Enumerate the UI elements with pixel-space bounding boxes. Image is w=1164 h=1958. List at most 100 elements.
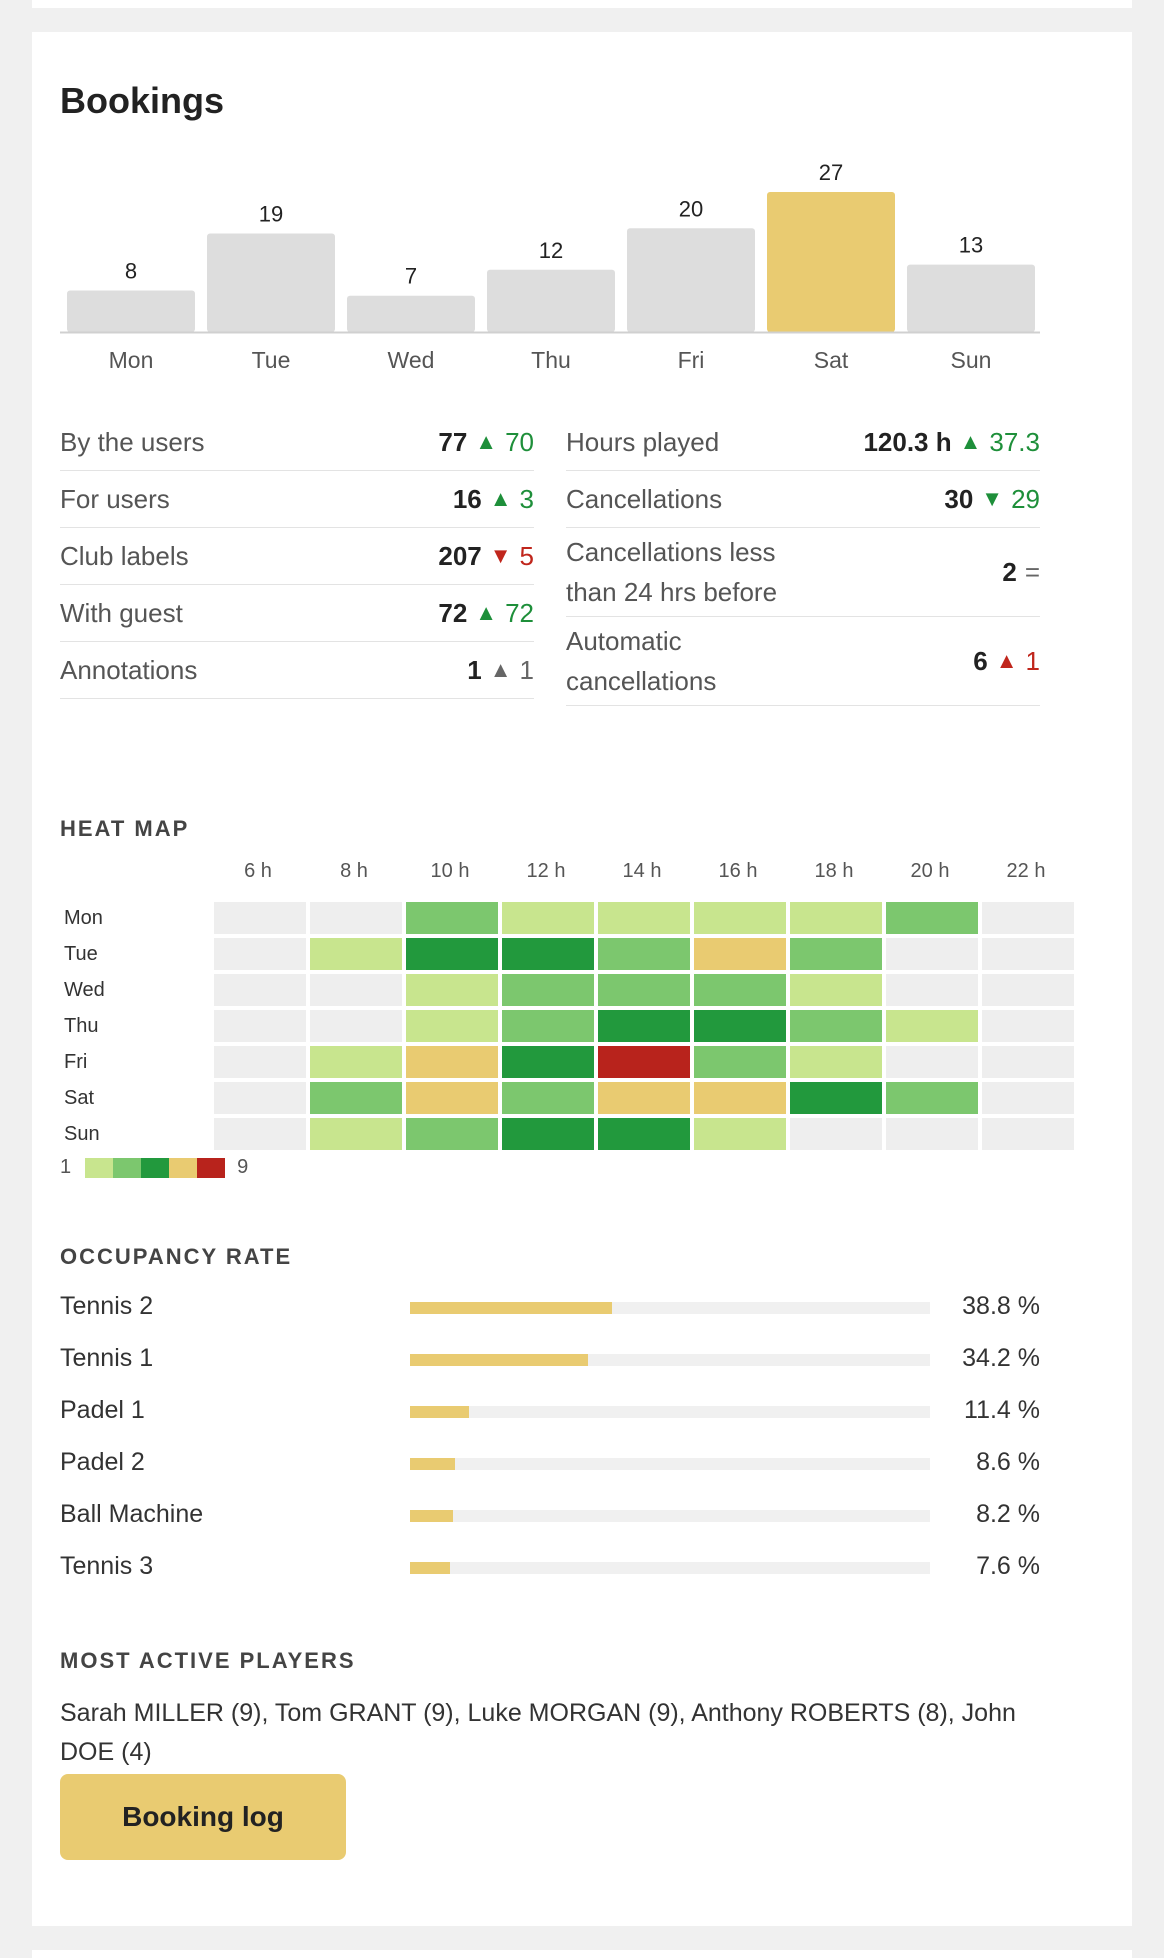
- heatmap-cell: [214, 974, 306, 1006]
- heatmap-cell: [214, 902, 306, 934]
- heatmap-day-label: Tue: [64, 942, 98, 965]
- heatmap-cell: [790, 938, 882, 970]
- legend-swatch: [169, 1157, 198, 1178]
- heatmap-cell: [310, 1046, 402, 1078]
- heatmap-cell: [502, 974, 594, 1006]
- heatmap-cell: [886, 938, 978, 970]
- stat-label: Hours played: [566, 427, 720, 457]
- bar-category-label: Sat: [814, 347, 849, 373]
- stat-value-group: 1 ▲ 1: [467, 655, 534, 686]
- stat-label: Cancellations less than 24 hrs before: [566, 537, 778, 607]
- occupancy-bar-fill: [410, 1562, 450, 1574]
- heatmap-cell: [502, 1010, 594, 1042]
- booking-log-button[interactable]: Booking log: [60, 1774, 346, 1860]
- stat-value-group: 207 ▼ 5: [438, 541, 534, 572]
- stats-left-column: By the users 77 ▲ 70 For users 16 ▲ 3 Club label…: [60, 414, 534, 699]
- heatmap-hour-label: 10 h: [430, 860, 470, 882]
- occupancy-court-name: Padel 2: [60, 1448, 145, 1476]
- stat-row: Cancellations less than 24 hrs before 2 =: [566, 528, 1040, 617]
- bar-category-label: Thu: [531, 347, 571, 373]
- occupancy-row: Tennis 3 7.6 %: [60, 1540, 1040, 1592]
- stat-delta: 1: [519, 654, 534, 685]
- stat-label: Annotations: [60, 655, 198, 685]
- heatmap-hour-label: 12 h: [526, 860, 566, 882]
- legend-swatch: [141, 1157, 170, 1178]
- stat-value-group: 77 ▲ 70: [438, 427, 534, 458]
- legend-swatch: [85, 1157, 114, 1178]
- occupancy-rate-list: Tennis 2 38.8 % Tennis 1 34.2 % Padel 1 11.4 …: [60, 1280, 1040, 1592]
- stat-value: 16: [452, 483, 482, 514]
- arrow-down-icon: ▼: [981, 486, 1004, 511]
- occupancy-court-name: Tennis 3: [60, 1552, 154, 1580]
- heatmap-cell: [406, 1046, 498, 1078]
- bar-category-label: Sun: [951, 347, 992, 373]
- heatmap-cell: [982, 1046, 1074, 1078]
- occupancy-bar-fill: [410, 1302, 612, 1314]
- stat-value-group: 16 ▲ 3: [453, 484, 534, 515]
- bar-value-label: 19: [259, 201, 283, 226]
- stat-delta: 37.3: [989, 426, 1040, 457]
- stat-row: By the users 77 ▲ 70: [60, 414, 534, 471]
- bar-value-label: 13: [959, 233, 983, 258]
- heatmap-cell: [406, 974, 498, 1006]
- occupancy-bar-track: [410, 1562, 930, 1574]
- heatmap-hour-label: 16 h: [718, 860, 758, 882]
- heatmap-cell: [694, 974, 786, 1006]
- heatmap-row: Sun: [60, 1116, 1078, 1152]
- legend-swatches: [85, 1157, 226, 1178]
- heatmap-cell: [982, 1010, 1074, 1042]
- bar-mon: [67, 290, 195, 332]
- heatmap-cell: [310, 974, 402, 1006]
- most-active-players-text: Sarah MILLER (9), Tom GRANT (9), Luke MO…: [60, 1699, 1016, 1766]
- page-title: Bookings: [60, 80, 225, 121]
- heatmap-cell: [694, 938, 786, 970]
- bar-value-label: 7: [405, 264, 417, 289]
- stat-value-group: 120.3 h ▲ 37.3: [863, 427, 1040, 458]
- occupancy-percent: 34.2 %: [962, 1344, 1040, 1372]
- stat-delta: 70: [505, 426, 534, 457]
- heatmap-hour-label: 22 h: [1006, 860, 1046, 882]
- heatmap-cell: [598, 974, 690, 1006]
- occupancy-bar-track: [410, 1458, 930, 1470]
- heatmap-cell: [982, 1082, 1074, 1114]
- stat-row: Hours played 120.3 h ▲ 37.3: [566, 414, 1040, 471]
- heatmap-cell: [310, 1118, 402, 1150]
- stat-value: 1: [467, 654, 482, 685]
- arrow-down-icon: ▼: [489, 543, 512, 568]
- occupancy-row: Ball Machine 8.2 %: [60, 1488, 1040, 1540]
- bar-value-label: 27: [819, 160, 843, 185]
- occupancy-percent: 7.6 %: [976, 1552, 1040, 1580]
- stat-delta: 72: [505, 597, 534, 628]
- occupancy-bar-fill: [410, 1354, 588, 1366]
- occupancy-court-name: Tennis 1: [60, 1344, 154, 1372]
- stat-label: Cancellations: [566, 484, 723, 514]
- occupancy-row: Tennis 2 38.8 %: [60, 1280, 1040, 1332]
- heatmap-cell: [790, 1082, 882, 1114]
- bar-value-label: 12: [539, 238, 563, 263]
- bar-chart-svg: 8 Mon 19 Tue 7 Wed 12 Thu 20 Fri 27 Sat 13 Sun: [60, 160, 1040, 373]
- heatmap-day-label: Sat: [64, 1086, 95, 1109]
- heatmap-cell: [598, 1082, 690, 1114]
- heatmap-cell: [406, 1010, 498, 1042]
- heatmap-cell: [406, 1118, 498, 1150]
- heatmap-cell: [598, 902, 690, 934]
- heatmap-cell: [982, 902, 1074, 934]
- heatmap-cell: [694, 1046, 786, 1078]
- stat-label: Club labels: [60, 541, 189, 571]
- heatmap-row: Thu: [60, 1008, 1078, 1044]
- occupancy-bar-track: [410, 1302, 930, 1314]
- heatmap-hour-axis: 6 h 8 h 10 h 12 h 14 h 16 h 18 h 20 h 22 h: [210, 860, 1074, 883]
- stat-value: 77: [438, 426, 468, 457]
- arrow-up-icon: ▲: [995, 648, 1018, 673]
- heatmap-cell: [310, 1010, 402, 1042]
- heatmap-cell: [310, 902, 402, 934]
- bar-value-label: 20: [679, 196, 703, 221]
- stat-row: Club labels 207 ▼ 5: [60, 528, 534, 585]
- heatmap-row: Tue: [60, 936, 1078, 972]
- heatmap-cell: [214, 1082, 306, 1114]
- heatmap-cell: [214, 1118, 306, 1150]
- heatmap-cell: [982, 1118, 1074, 1150]
- arrow-up-icon: ▲: [489, 486, 512, 511]
- heatmap-title: HEAT MAP: [60, 816, 190, 841]
- bar-value-label: 8: [125, 259, 137, 284]
